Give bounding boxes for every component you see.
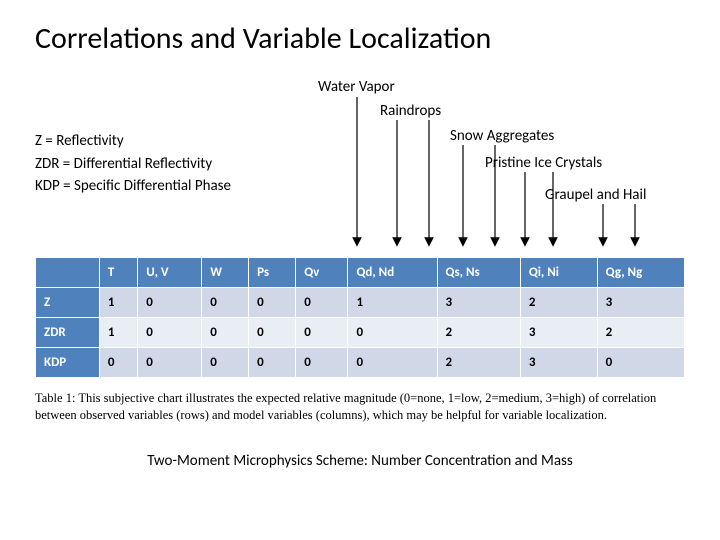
table-cell: 0 <box>138 348 202 378</box>
column-header: U, V <box>138 258 202 288</box>
table-cell: 0 <box>249 288 296 318</box>
footer-text: Two-Moment Microphysics Scheme: Number C… <box>35 452 685 470</box>
table-cell: 0 <box>348 318 437 348</box>
table-cell: 2 <box>437 318 520 348</box>
column-header: Ps <box>249 258 296 288</box>
table-cell: 0 <box>597 348 684 378</box>
table-cell: 1 <box>348 288 437 318</box>
table-cell: ZDR <box>36 318 100 348</box>
page-title: Correlations and Variable Localization <box>35 20 685 57</box>
legend-z: Z = Reflectivity <box>35 130 231 153</box>
label-pristine-ice: Pristine Ice Crystals <box>485 154 602 172</box>
table-cell: 0 <box>138 288 202 318</box>
column-header: Qs, Ns <box>437 258 520 288</box>
column-header: W <box>202 258 249 288</box>
column-header: Qg, Ng <box>597 258 684 288</box>
table-cell: 2 <box>437 348 520 378</box>
table-cell: 2 <box>597 318 684 348</box>
table-cell: 1 <box>99 288 137 318</box>
table-cell: 1 <box>99 318 137 348</box>
table-row: KDP000000230 <box>36 348 685 378</box>
column-header: Qv <box>296 258 348 288</box>
table-caption: Table 1: This subjective chart illustrat… <box>35 390 685 424</box>
label-water-vapor: Water Vapor <box>318 78 395 96</box>
table-cell: Z <box>36 288 100 318</box>
column-header: T <box>99 258 137 288</box>
table-cell: 0 <box>249 318 296 348</box>
table-cell: 0 <box>138 318 202 348</box>
legend-block: Z = Reflectivity ZDR = Differential Refl… <box>35 130 231 198</box>
table-cell: 0 <box>296 288 348 318</box>
table-cell: 3 <box>437 288 520 318</box>
table-cell: 0 <box>202 288 249 318</box>
legend-kdp: KDP = Specific Differential Phase <box>35 175 231 198</box>
column-header: Qi, Ni <box>520 258 597 288</box>
label-snow-aggregates: Snow Aggregates <box>450 127 554 145</box>
table-cell: 0 <box>99 348 137 378</box>
column-header: Qd, Nd <box>348 258 437 288</box>
legend-zdr: ZDR = Differential Reflectivity <box>35 153 231 176</box>
table-cell: 0 <box>296 318 348 348</box>
table-cell: 0 <box>249 348 296 378</box>
table-cell: 0 <box>296 348 348 378</box>
column-header <box>36 258 100 288</box>
table-cell: 2 <box>520 288 597 318</box>
table-cell: 3 <box>597 288 684 318</box>
label-raindrops: Raindrops <box>380 102 441 120</box>
table-cell: 3 <box>520 318 597 348</box>
table-cell: 3 <box>520 348 597 378</box>
table-cell: 0 <box>348 348 437 378</box>
table-cell: 0 <box>202 318 249 348</box>
label-graupel-hail: Graupel and Hail <box>545 186 646 204</box>
table-cell: 0 <box>202 348 249 378</box>
table-row: Z100001323 <box>36 288 685 318</box>
table-cell: KDP <box>36 348 100 378</box>
correlations-table: TU, VWPsQvQd, NdQs, NsQi, NiQg, Ng Z1000… <box>35 257 685 378</box>
table-row: ZDR100000232 <box>36 318 685 348</box>
labels-area: Z = Reflectivity ZDR = Differential Refl… <box>35 82 685 252</box>
